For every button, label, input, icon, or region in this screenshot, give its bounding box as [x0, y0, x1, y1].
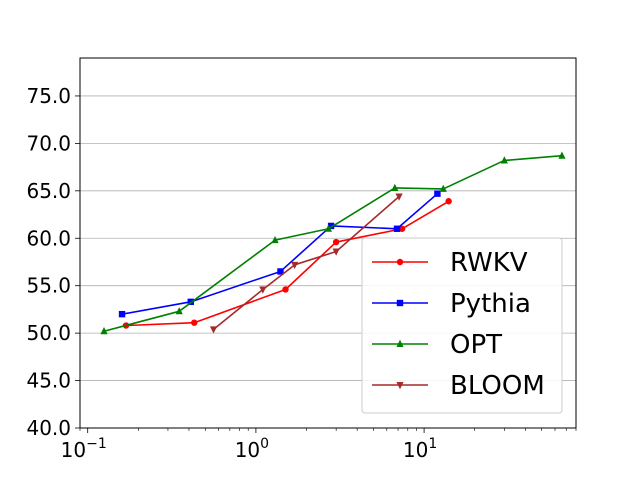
legend-marker	[396, 382, 404, 390]
legend-marker	[396, 339, 404, 347]
plot-frame	[79, 57, 577, 429]
data-point	[332, 248, 340, 256]
legend-box	[361, 237, 563, 414]
data-point	[282, 286, 289, 293]
y-tick-label: 65.0	[26, 179, 71, 203]
series-rwkv	[122, 198, 452, 329]
legend-label: OPT	[450, 330, 502, 360]
legend-entry: OPT	[372, 330, 502, 360]
data-point	[191, 319, 198, 326]
data-point	[445, 198, 452, 205]
data-point	[118, 310, 126, 318]
y-tick-label: 60.0	[26, 226, 71, 250]
y-tick-label: 75.0	[26, 84, 71, 108]
series-line	[125, 200, 450, 327]
x-tick-label: 101	[403, 436, 437, 462]
legend-entry: RWKV	[372, 248, 528, 278]
data-point	[391, 183, 399, 191]
series-layer	[100, 151, 566, 335]
legend-label: Pythia	[450, 289, 531, 319]
data-point	[395, 193, 403, 201]
series-bloom	[209, 193, 403, 334]
data-point	[175, 307, 183, 315]
data-point	[271, 235, 279, 244]
data-point	[558, 151, 566, 159]
legend-marker	[396, 258, 404, 266]
data-point	[100, 327, 108, 335]
y-tick-label: 45.0	[26, 369, 71, 393]
legend-entry: BLOOM	[372, 371, 545, 401]
data-point	[393, 225, 401, 232]
x-tick-label: 100	[235, 436, 269, 462]
series-opt	[100, 151, 566, 335]
y-tick-label: 50.0	[26, 321, 71, 345]
legend: RWKV Pythia OPT BLOOM	[361, 237, 563, 414]
data-point	[209, 326, 218, 334]
y-tick-label: 70.0	[26, 131, 71, 155]
y-tick-label: 40.0	[26, 416, 71, 440]
legend-label: BLOOM	[450, 371, 545, 401]
series-line	[121, 193, 438, 315]
data-point	[439, 184, 447, 192]
data-point	[500, 156, 508, 164]
legend-marker	[396, 299, 404, 307]
y-axis: 40.0 45.0 50.0 55.0 60.0 65.0 70.0 75.0	[26, 84, 80, 440]
data-point	[332, 238, 340, 246]
data-point	[398, 225, 406, 232]
data-point	[259, 286, 267, 294]
legend-entry: Pythia	[372, 289, 531, 319]
data-point	[291, 261, 299, 270]
y-tick-label: 55.0	[26, 274, 71, 298]
legend-label: RWKV	[450, 248, 528, 278]
data-point	[434, 190, 441, 197]
x-axis: 10−1 100 101	[61, 428, 577, 462]
data-point	[324, 224, 333, 232]
data-point	[327, 222, 335, 230]
series-line	[103, 154, 563, 333]
grid-lines	[80, 95, 576, 429]
data-point	[277, 268, 284, 275]
